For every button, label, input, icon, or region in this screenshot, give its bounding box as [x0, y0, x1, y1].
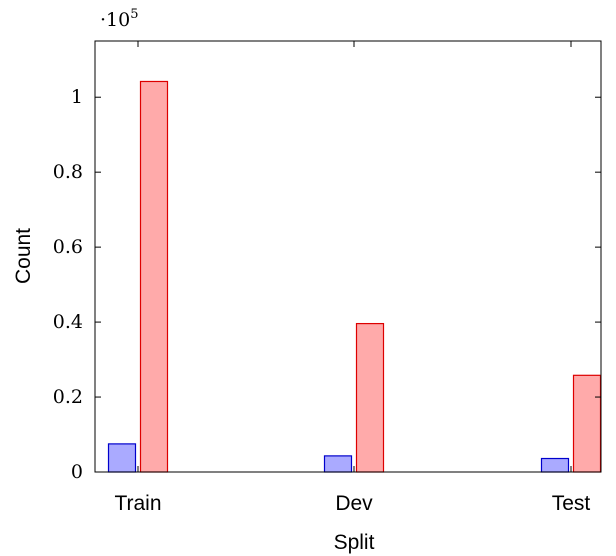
bar-series1-test	[540, 457, 570, 473]
bar-series2-train	[139, 80, 169, 473]
x-tick-label-dev: Dev	[335, 492, 373, 515]
bar-series1-train	[107, 443, 137, 473]
x-tick-label-train: Train	[114, 492, 161, 515]
y-scale-base: 10	[106, 9, 130, 31]
x-axis-title: Split	[334, 531, 375, 554]
axes-group	[94, 40, 602, 473]
y-scale-multiplier: ·105	[100, 7, 139, 31]
y-scale-exponent: 5	[130, 7, 138, 22]
bar-series2-dev	[355, 322, 385, 473]
y-tick-label-5: 1	[71, 86, 83, 108]
y-tick-label-0: 0	[71, 461, 83, 483]
y-tick-label-3: 0.6	[53, 236, 83, 258]
y-tick-label-1: 0.2	[53, 386, 83, 408]
y-tick-label-4: 0.8	[53, 161, 83, 183]
y-axis-title: Count	[12, 228, 35, 284]
bars-group	[107, 80, 602, 473]
y-ticks-group: 0 0.2 0.4 0.6 0.8 1	[53, 86, 601, 483]
bar-series2-test	[572, 374, 602, 473]
x-tick-label-test: Test	[552, 492, 591, 515]
y-tick-label-2: 0.4	[53, 311, 83, 333]
plot-frame	[94, 40, 602, 473]
bar-series1-dev	[323, 455, 353, 473]
x-ticks-group: Train Dev Test	[114, 41, 590, 515]
